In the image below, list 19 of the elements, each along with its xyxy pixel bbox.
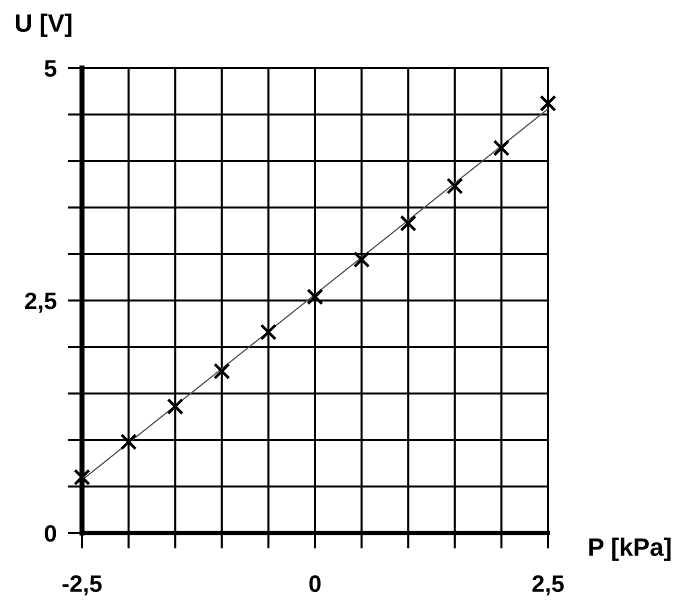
x-axis-title: P [kPa] (589, 538, 671, 561)
point (493, 140, 510, 156)
point (166, 398, 184, 415)
x-tick-label: 2,5 (532, 575, 564, 596)
x-tick-label: 0 (309, 575, 321, 592)
point (120, 434, 137, 450)
point (446, 178, 464, 194)
point (213, 362, 230, 380)
point (540, 95, 556, 112)
y-tick-label: 2,5 (25, 292, 56, 313)
x-tick-label: -2,5 (62, 575, 102, 596)
point (353, 251, 370, 268)
point (260, 324, 277, 340)
y-tick-label: 5 (44, 60, 56, 77)
y-tick-label: 0 (44, 525, 56, 542)
point (306, 288, 324, 306)
point (74, 468, 90, 486)
point (400, 214, 417, 232)
y-axis-title: U [V] (16, 14, 72, 37)
